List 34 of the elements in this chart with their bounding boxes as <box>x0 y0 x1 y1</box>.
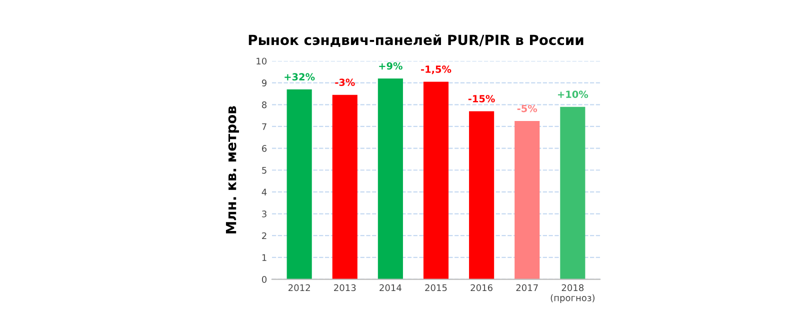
bar <box>286 89 312 280</box>
x-tick-label: 2015 <box>425 284 447 292</box>
bar <box>378 78 403 280</box>
y-tick-label: 10 <box>256 58 267 65</box>
y-tick-label: 3 <box>262 210 266 218</box>
y-tick-label: 5 <box>262 166 266 174</box>
annotation: +10% <box>558 90 588 98</box>
y-tick-label: 9 <box>262 80 267 86</box>
annotation: -5% <box>517 104 538 112</box>
y-tick-label: 1 <box>262 254 266 261</box>
x-tick-label: 2016 <box>470 284 492 292</box>
chart-title: Рынок сэндвич-панелей PUR/PIR в России <box>248 34 584 47</box>
y-axis-title: Млн. кв. метров <box>226 106 239 234</box>
annotation: +9% <box>379 62 402 70</box>
annotation: -1,5% <box>421 66 452 74</box>
x-tick-label: 2018 (прогноз) <box>550 284 594 303</box>
y-tick-label: 7 <box>262 123 266 130</box>
y-tick-label: 4 <box>262 188 267 196</box>
bar <box>423 82 449 280</box>
y-tick-label: 6 <box>262 145 267 152</box>
bar <box>560 106 586 280</box>
y-tick-label: 0 <box>262 276 267 283</box>
annotation: +32% <box>284 73 315 81</box>
y-tick-label: 2 <box>262 232 266 240</box>
x-tick-label: 2017 <box>516 284 538 292</box>
annotation: -3% <box>335 78 355 86</box>
x-tick-label: 2013 <box>334 284 356 292</box>
bar <box>514 121 540 280</box>
bar <box>469 111 494 280</box>
bar <box>332 94 358 280</box>
y-tick-label: 8 <box>262 101 267 108</box>
x-tick-label: 2012 <box>288 284 310 292</box>
annotation: -15% <box>468 95 495 102</box>
x-tick-label: 2014 <box>380 284 402 292</box>
